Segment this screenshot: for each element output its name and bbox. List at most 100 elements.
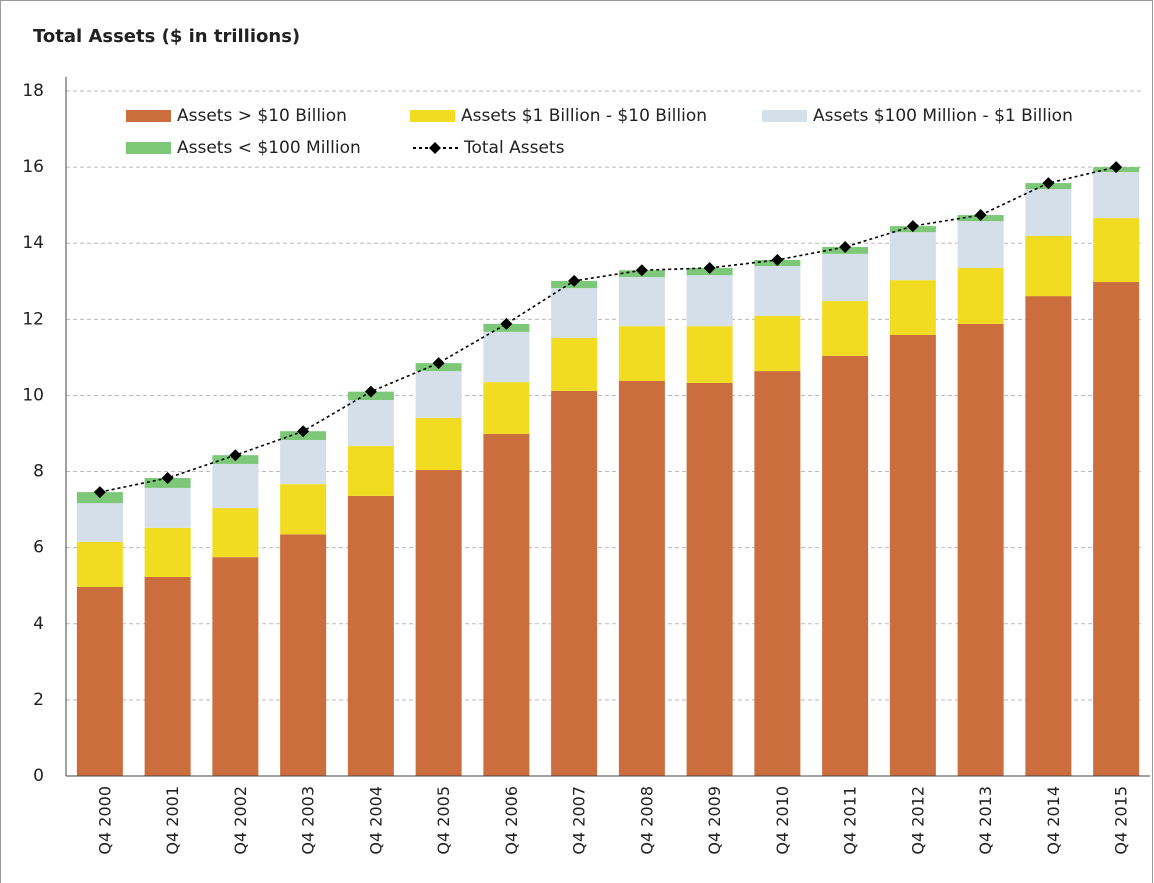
total-marker: [974, 209, 987, 222]
bar-segment: [1025, 189, 1072, 236]
bar-segment: [551, 337, 598, 391]
bar-segment: [1093, 172, 1140, 219]
y-tick-label: 14: [22, 233, 44, 253]
bar-segment: [212, 557, 259, 776]
bar-segment: [144, 487, 191, 528]
y-tick-label: 2: [33, 690, 44, 710]
x-tick-label: Q4 2000: [95, 786, 114, 855]
legend-swatch: [126, 142, 171, 154]
bar-segment: [551, 288, 598, 338]
total-marker: [635, 264, 648, 277]
legend-label: Assets $100 Million - $1 Billion: [813, 106, 1073, 126]
legend-swatch: [410, 110, 455, 122]
bar-segment: [483, 331, 530, 383]
bar-segment: [415, 470, 462, 776]
bar-segment: [212, 463, 259, 509]
x-tick-label: Q4 2003: [299, 786, 318, 855]
x-tick-label: Q4 2006: [502, 786, 521, 855]
x-tick-label: Q4 2007: [570, 786, 589, 855]
bar-segment: [686, 326, 733, 383]
bar-segment: [415, 417, 462, 471]
bar-segment: [822, 301, 869, 356]
bar-segment: [686, 382, 733, 776]
total-marker: [161, 472, 174, 485]
bar-segment: [144, 527, 191, 577]
legend-swatch: [762, 110, 807, 122]
x-tick-label: Q4 2005: [434, 786, 453, 855]
bar-segment: [1093, 282, 1140, 776]
bar-segment: [957, 221, 1004, 268]
total-marker: [93, 486, 106, 499]
y-tick-label: 0: [33, 766, 44, 786]
y-tick-label: 4: [33, 614, 44, 634]
bar-segment: [551, 390, 598, 776]
y-tick-label: 18: [22, 81, 44, 101]
bar-segment: [280, 484, 327, 535]
bar-segment: [212, 508, 259, 558]
bar-segment: [957, 323, 1004, 776]
y-tick-label: 10: [22, 385, 44, 405]
total-marker: [432, 357, 445, 370]
bar-segment: [76, 541, 123, 587]
bar-segment: [280, 534, 327, 776]
legend-label: Assets < $100 Million: [177, 138, 361, 158]
x-tick-label: Q4 2014: [1044, 786, 1063, 855]
total-marker: [1110, 161, 1123, 174]
bar-segment: [618, 277, 665, 327]
total-marker: [568, 274, 581, 287]
bar-segment: [686, 275, 733, 327]
bar-segment: [1025, 235, 1072, 297]
bar-segment: [347, 400, 394, 447]
x-tick-label: Q4 2009: [705, 786, 724, 855]
bar-segment: [618, 326, 665, 381]
legend-label: Assets > $10 Billion: [177, 106, 347, 126]
legend-swatch: [126, 110, 171, 122]
x-tick-label: Q4 2002: [231, 786, 250, 855]
legend-marker: [429, 142, 441, 154]
x-tick-label: Q4 2001: [163, 786, 182, 855]
bar-segment: [754, 371, 801, 776]
total-marker: [771, 253, 784, 266]
x-tick-label: Q4 2015: [1112, 786, 1131, 855]
x-tick-label: Q4 2012: [908, 786, 927, 855]
bar-segment: [76, 503, 123, 542]
y-tick-label: 16: [22, 157, 44, 177]
bar-segment: [483, 382, 530, 434]
bar-segment: [754, 266, 801, 316]
total-marker: [839, 241, 852, 254]
x-tick-label: Q4 2010: [773, 786, 792, 855]
x-tick-label: Q4 2011: [841, 786, 860, 855]
y-tick-label: 12: [22, 309, 44, 329]
bar-segment: [347, 446, 394, 496]
bar-segment: [483, 433, 530, 776]
bar-segment: [280, 439, 327, 485]
total-marker: [703, 261, 716, 274]
total-marker: [229, 449, 242, 462]
x-tick-label: Q4 2008: [637, 786, 656, 855]
bar-segment: [957, 267, 1004, 324]
total-marker: [364, 385, 377, 398]
bar-segment: [1025, 296, 1072, 776]
bar-segment: [415, 371, 462, 418]
total-marker: [297, 425, 310, 438]
bar-segment: [347, 495, 394, 776]
bar-segment: [822, 253, 869, 302]
legend-label: Total Assets: [463, 138, 565, 158]
y-tick-label: 6: [33, 538, 44, 558]
total-marker: [906, 220, 919, 233]
total-marker: [500, 317, 513, 330]
bar-segment: [822, 355, 869, 776]
x-tick-label: Q4 2004: [366, 786, 385, 855]
bar-segment: [1093, 218, 1140, 283]
x-tick-label: Q4 2013: [976, 786, 995, 855]
bar-segment: [889, 232, 936, 281]
bar-segment: [754, 315, 801, 372]
bar-segment: [618, 380, 665, 776]
y-tick-label: 8: [33, 462, 44, 482]
bar-segment: [889, 334, 936, 776]
bar-segment: [889, 280, 936, 335]
total-marker: [1042, 177, 1055, 190]
chart-title: Total Assets ($ in trillions): [33, 26, 300, 47]
